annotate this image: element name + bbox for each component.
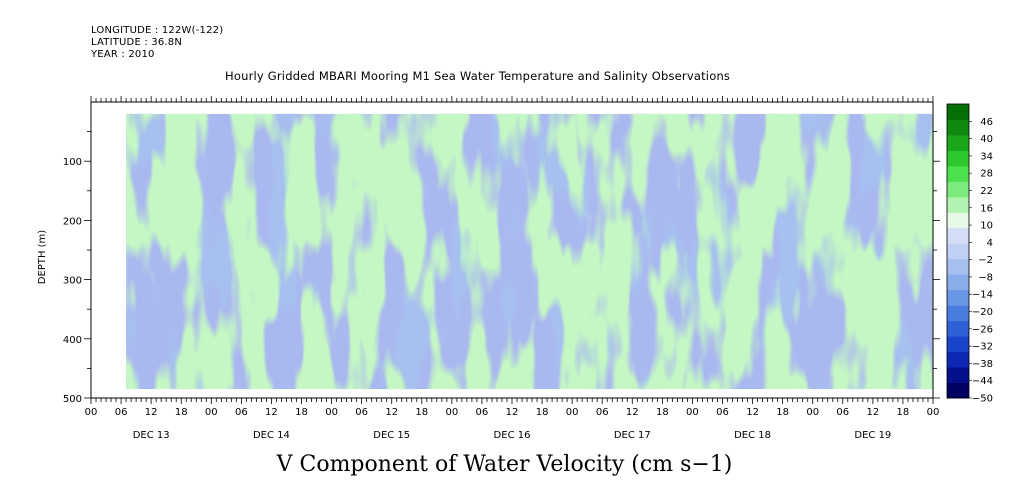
- y-tick-label: 300: [63, 276, 82, 287]
- colorbar-label: 34: [980, 151, 993, 162]
- heatmap-positive-cores: [126, 113, 934, 390]
- x-hour-label: 12: [265, 407, 278, 418]
- colorbar-swatch: [947, 274, 969, 291]
- y-tick-label: 400: [63, 335, 82, 346]
- colorbar-label: −2: [978, 255, 993, 266]
- colorbar-swatch: [947, 243, 969, 260]
- colorbar-swatch: [947, 320, 969, 337]
- colorbar-swatch: [947, 227, 969, 244]
- y-tick-label: 500: [63, 394, 82, 405]
- y-axis: 100 200 300 400 500: [63, 131, 940, 405]
- colorbar-label: 4: [987, 238, 993, 249]
- x-hour-label: 00: [566, 407, 579, 418]
- x-day-label: DEC 16: [494, 430, 531, 441]
- colorbar-swatch: [947, 212, 969, 229]
- colorbar-swatch: [947, 150, 969, 167]
- x-hour-label: 00: [806, 407, 819, 418]
- colorbar-swatch: [947, 181, 969, 198]
- x-hour-label: 12: [746, 407, 759, 418]
- colorbar-swatch: [947, 305, 969, 322]
- colorbar-swatch: [947, 165, 969, 182]
- x-hour-label: 18: [415, 407, 428, 418]
- y-tick-label: 100: [63, 157, 82, 168]
- colorbar-swatch: [947, 336, 969, 353]
- x-hour-label: 06: [235, 407, 248, 418]
- colorbar-swatch: [947, 134, 969, 151]
- colorbar-label: −38: [972, 359, 993, 370]
- x-day-label: DEC 15: [373, 430, 410, 441]
- x-hour-label: 18: [897, 407, 910, 418]
- x-day-label: DEC 19: [854, 430, 891, 441]
- x-day-label: DEC 14: [253, 430, 290, 441]
- x-hour-label: 12: [145, 407, 158, 418]
- x-hour-label: 06: [836, 407, 849, 418]
- x-hour-label: 12: [385, 407, 398, 418]
- colorbar-label: 46: [980, 117, 993, 128]
- colorbar-label: 16: [980, 203, 993, 214]
- x-hour-label: 12: [506, 407, 519, 418]
- colorbar-swatch: [947, 258, 969, 275]
- y-axis-label: DEPTH (m): [37, 230, 48, 284]
- colorbar-border: [946, 103, 970, 399]
- colorbar-label: −44: [972, 376, 993, 387]
- x-hour-label: 06: [716, 407, 729, 418]
- colorbar-label: −50: [972, 394, 993, 405]
- x-hour-label: 00: [445, 407, 458, 418]
- colorbar-label: −14: [972, 290, 993, 301]
- x-hour-label: 06: [115, 407, 128, 418]
- heatmap-field: [126, 113, 934, 390]
- colorbar-label: −8: [978, 272, 993, 283]
- colorbar-swatch: [947, 367, 969, 384]
- x-hour-label: 00: [85, 407, 98, 418]
- colorbar: 46 40 34 28 22 16 10 4 −2 −8 −14 −20 −26 −32 −38 −44 −50: [946, 103, 993, 405]
- latitude-label: LATITUDE : 36.8N: [91, 37, 183, 48]
- year-label: YEAR : 2010: [91, 49, 155, 60]
- colorbar-label: 22: [980, 186, 993, 197]
- colorbar-swatch: [947, 104, 969, 120]
- x-hour-label: 18: [776, 407, 789, 418]
- x-hour-label: 06: [476, 407, 489, 418]
- y-tick-label: 200: [63, 216, 82, 227]
- colorbar-swatch: [947, 289, 969, 306]
- x-day-label: DEC 13: [133, 430, 170, 441]
- x-day-label: DEC 18: [734, 430, 771, 441]
- colorbar-label: 10: [980, 221, 993, 232]
- x-hour-label: 12: [626, 407, 639, 418]
- chart-title: Hourly Gridded MBARI Mooring M1 Sea Wate…: [225, 69, 731, 83]
- x-hour-label: 00: [927, 407, 940, 418]
- colorbar-label: 40: [980, 134, 993, 145]
- x-day-label: DEC 17: [614, 430, 651, 441]
- colorbar-swatch: [947, 351, 969, 368]
- x-hour-label: 00: [686, 407, 699, 418]
- x-hour-label: 06: [355, 407, 368, 418]
- colorbar-swatch: [947, 382, 969, 399]
- x-hour-label: 18: [656, 407, 669, 418]
- colorbar-swatch: [947, 119, 969, 136]
- x-hour-label: 12: [866, 407, 879, 418]
- colorbar-label: −20: [972, 307, 993, 318]
- colorbar-swatch: [947, 196, 969, 213]
- x-hour-label: 18: [295, 407, 308, 418]
- colorbar-label: −32: [972, 342, 993, 353]
- x-hour-label: 00: [205, 407, 218, 418]
- longitude-label: LONGITUDE : 122W(-122): [91, 25, 224, 36]
- x-hour-label: 00: [325, 407, 338, 418]
- colorbar-label: −26: [972, 324, 993, 335]
- x-hour-label: 06: [596, 407, 609, 418]
- x-hour-label: 18: [175, 407, 188, 418]
- x-axis: 00 06 12 18 00 06 12 18 00 06 12 18 00 06 12 18 00 06 12 18…: [85, 96, 940, 441]
- x-hour-label: 18: [536, 407, 549, 418]
- colorbar-label: 28: [980, 169, 993, 180]
- variable-title: V Component of Water Velocity (cm s−1): [276, 452, 733, 477]
